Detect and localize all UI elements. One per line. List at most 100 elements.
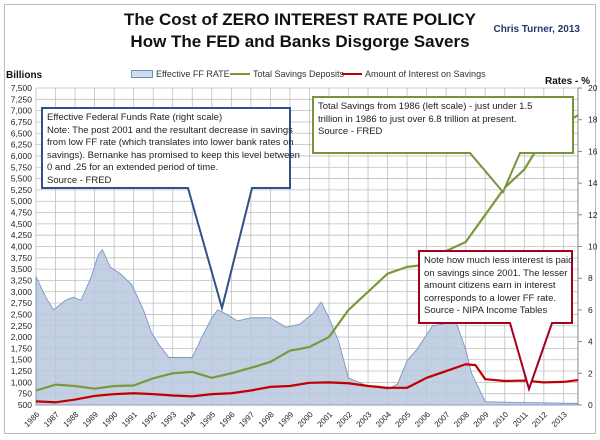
legend-item-interest: Amount of Interest on Savings <box>342 69 486 79</box>
x-tick-label: 1996 <box>218 410 237 429</box>
y-tick-label: 3,000 <box>11 287 33 297</box>
x-tick-label: 1998 <box>257 410 276 429</box>
interest-callout-text: Note how much less interest is paid on s… <box>424 255 573 318</box>
ff-rate-callout <box>41 107 291 312</box>
x-tick-label: 1997 <box>237 410 256 429</box>
y-tick-label: 4,250 <box>11 230 33 240</box>
y2-tick-label: 16 <box>588 146 598 156</box>
x-tick-label: 2003 <box>355 410 374 429</box>
note-line: Source - FRED <box>318 126 383 138</box>
y-tick-label: 500 <box>18 400 32 410</box>
y-tick-label: 3,250 <box>11 275 33 285</box>
x-tick-label: 2012 <box>530 410 549 429</box>
note-line: amount citizens earn in interest <box>424 280 556 292</box>
interest-line <box>35 363 579 404</box>
x-tick-label: 2010 <box>491 410 510 429</box>
y-tick-label: 1,000 <box>11 377 33 387</box>
y-tick-label: 4,000 <box>11 242 33 252</box>
y-tick-label: 1,250 <box>11 366 33 376</box>
y-tick-label: 3,500 <box>11 264 33 274</box>
right-axis-title: Rates - % <box>544 76 590 87</box>
y-tick-label: 7,000 <box>11 106 33 116</box>
x-tick-label: 1989 <box>81 410 100 429</box>
ff-rate-callout-text: Effective Federal Funds Rate (right scal… <box>47 112 300 188</box>
ff-rate-area <box>35 248 579 406</box>
note-line: Effective Federal Funds Rate (right scal… <box>47 112 223 123</box>
x-tick-label: 1987 <box>42 410 61 429</box>
author-credit: Chris Turner, 2013 <box>493 24 580 35</box>
note-line: from low FF rate (which translates into … <box>47 137 294 149</box>
y-tick-label: 7,250 <box>11 94 33 104</box>
x-tick-label: 1991 <box>120 410 139 429</box>
y-tick-label: 5,000 <box>11 196 33 206</box>
y2-tick-label: 12 <box>588 210 598 220</box>
savings-callout-text: Total Savings from 1986 (left scale) - j… <box>318 101 532 139</box>
y2-tick-label: 4 <box>588 337 593 347</box>
legend-label: Total Savings Deposits <box>253 69 345 79</box>
x-tick-label: 1986 <box>22 410 41 429</box>
x-tick-label: 2007 <box>433 410 452 429</box>
chart-title: The Cost of ZERO INTEREST RATE POLICY <box>124 10 476 29</box>
y-tick-label: 4,750 <box>11 208 33 218</box>
y-tick-label: 6,750 <box>11 117 33 127</box>
y-tick-label: 6,500 <box>11 128 33 138</box>
y-tick-label: 2,000 <box>11 332 33 342</box>
savings-line <box>35 114 579 392</box>
note-line: Source - FRED <box>47 174 112 186</box>
x-tick-label: 2011 <box>511 410 530 429</box>
legend-item-savings: Total Savings Deposits <box>230 69 344 79</box>
x-tick-label: 1990 <box>101 410 120 429</box>
x-tick-label: 2006 <box>413 410 432 429</box>
y2-tick-label: 6 <box>588 305 593 315</box>
x-tick-label: 1992 <box>140 410 159 429</box>
y2-tick-label: 14 <box>588 178 598 188</box>
legend-item-ff-rate: Effective FF RATE <box>131 69 230 79</box>
y-tick-label: 750 <box>18 389 32 399</box>
y-tick-label: 4,500 <box>11 219 33 229</box>
note-line: on savings since 2001. The lesser <box>424 267 568 279</box>
note-line: savings). Bernanke has promised to keep … <box>47 149 300 161</box>
y2-tick-label: 18 <box>588 115 598 125</box>
y-tick-label: 7,500 <box>11 83 33 93</box>
y-tick-label: 5,250 <box>11 185 33 195</box>
y2-tick-label: 8 <box>588 273 593 283</box>
chart-frame <box>4 4 596 434</box>
note-line: Source - NIPA Income Tables <box>424 305 548 317</box>
x-tick-label: 2013 <box>550 410 569 429</box>
legend-swatch-area <box>131 70 153 78</box>
x-tick-label: 2005 <box>394 410 413 429</box>
note-line: corresponds to a lower FF rate. <box>424 292 556 304</box>
x-tick-label: 2001 <box>315 410 334 429</box>
y-tick-label: 2,500 <box>11 309 33 319</box>
note-line: trillion in 1986 to just over 6.8 trilli… <box>318 113 517 125</box>
y-tick-label: 1,500 <box>11 355 33 365</box>
x-tick-label: 2004 <box>374 410 393 429</box>
x-tick-label: 1995 <box>198 410 217 429</box>
x-tick-label: 2002 <box>335 410 354 429</box>
x-tick-label: 2000 <box>296 410 315 429</box>
legend-swatch-line <box>342 73 362 75</box>
x-tick-label: 2009 <box>472 410 491 429</box>
interest-callout <box>418 250 573 393</box>
note-line: Total Savings from 1986 (left scale) - j… <box>318 101 533 112</box>
note-line: 0 and .25 for an extended period of time… <box>47 162 219 174</box>
x-tick-label: 1993 <box>159 410 178 429</box>
x-tick-label: 1988 <box>62 410 81 429</box>
y2-tick-label: 0 <box>588 400 593 410</box>
note-line: Note: The post 2001 and the resultant de… <box>47 124 293 136</box>
y2-tick-label: 10 <box>588 242 598 252</box>
x-tick-label: 2008 <box>452 410 471 429</box>
savings-callout <box>312 96 574 194</box>
x-tick-label: 1994 <box>179 410 198 429</box>
y-tick-label: 2,250 <box>11 321 33 331</box>
y-tick-label: 5,500 <box>11 174 33 184</box>
x-tick-label: 1999 <box>276 410 295 429</box>
y-tick-label: 2,750 <box>11 298 33 308</box>
y-tick-label: 5,750 <box>11 162 33 172</box>
legend-swatch-line <box>230 73 250 75</box>
note-line: Note how much less interest is paid <box>424 255 574 266</box>
y2-tick-label: 2 <box>588 368 593 378</box>
legend-label: Effective FF RATE <box>156 69 230 79</box>
y-tick-label: 6,250 <box>11 140 33 150</box>
